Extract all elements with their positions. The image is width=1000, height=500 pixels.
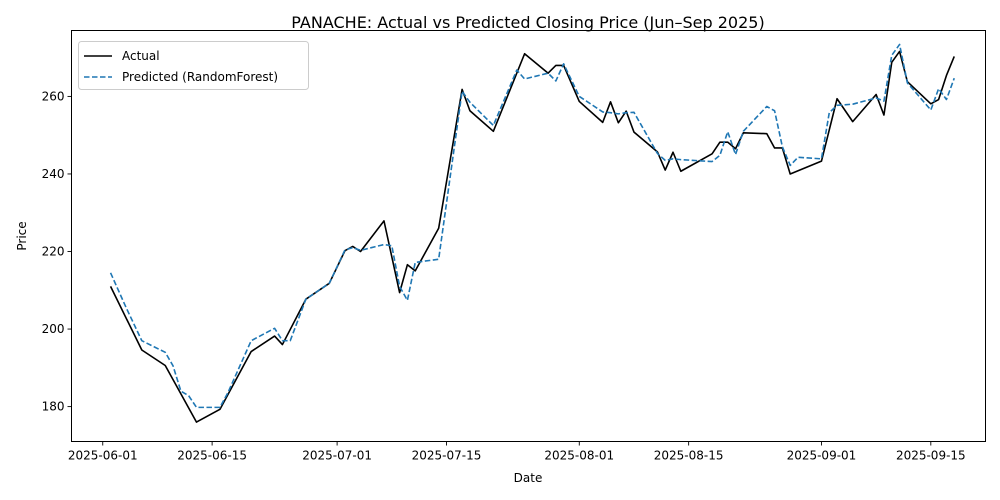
legend-box [78, 41, 309, 90]
y-tick-label: 200 [42, 322, 65, 336]
y-tick-label: 180 [42, 400, 65, 414]
x-tick-label: 2025-09-01 [787, 449, 857, 463]
y-axis-label: Price [15, 221, 29, 250]
chart-title: PANACHE: Actual vs Predicted Closing Pri… [291, 13, 764, 32]
x-tick-label: 2025-07-01 [302, 449, 372, 463]
plot-frame [71, 30, 986, 442]
series-line-1 [109, 43, 956, 409]
x-axis: 2025-06-01 2025-06-15 2025-07-01 2025-07-15… [68, 441, 966, 463]
x-axis-label: Date [514, 471, 543, 485]
x-tick-label: 2025-06-15 [177, 449, 247, 463]
series-line-0 [109, 50, 955, 423]
plot-area [109, 43, 956, 423]
legend-label-0: Actual [122, 49, 160, 63]
x-tick-label: 2025-07-15 [412, 449, 482, 463]
y-tick-label: 260 [42, 89, 65, 103]
x-tick-label: 2025-08-01 [544, 449, 614, 463]
y-axis: 180 200 220 240 260 [42, 89, 72, 414]
legend-label-1: Predicted (RandomForest) [122, 70, 278, 84]
y-tick-label: 240 [42, 167, 65, 181]
x-tick-label: 2025-06-01 [68, 449, 138, 463]
y-tick-label: 220 [42, 245, 65, 259]
x-tick-label: 2025-08-15 [654, 449, 724, 463]
legend: Actual Predicted (RandomForest) [78, 41, 309, 90]
x-tick-label: 2025-09-15 [896, 449, 966, 463]
